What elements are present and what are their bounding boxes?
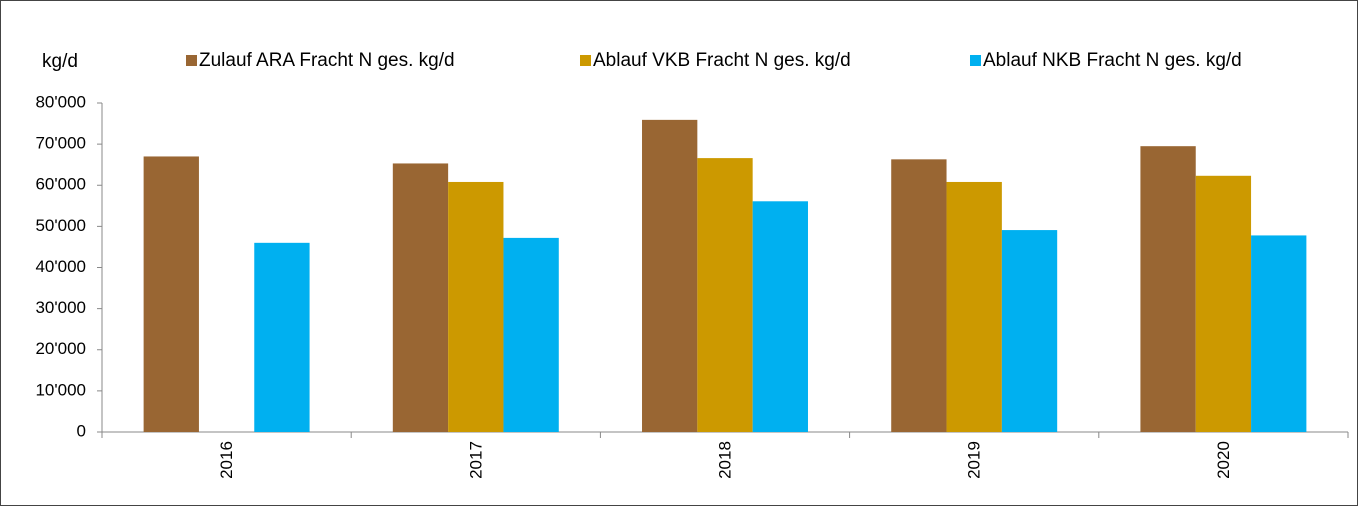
bar (697, 158, 753, 433)
y-tick-label: 20'000 (35, 339, 86, 358)
x-tick-label: 2017 (466, 441, 485, 479)
y-tick-label: 60'000 (35, 175, 86, 194)
y-tick-label: 10'000 (35, 380, 86, 399)
y-tick-label: 0 (77, 421, 86, 440)
x-tick-label: 2016 (217, 441, 236, 479)
bar (143, 156, 199, 432)
legend-swatch (186, 55, 197, 66)
bar (642, 119, 698, 432)
bar (1001, 230, 1058, 432)
bar (1140, 146, 1196, 432)
legend-label: Ablauf NKB Fracht N ges. kg/d (983, 50, 1242, 71)
bar (891, 159, 947, 432)
y-tick-label: 50'000 (35, 216, 86, 235)
bar (1195, 175, 1252, 432)
legend-label: Ablauf VKB Fracht N ges. kg/d (593, 50, 851, 71)
bar (254, 242, 310, 432)
legend-label: Zulauf ARA Fracht N ges. kg/d (199, 50, 455, 71)
y-tick-label: 80'000 (35, 92, 86, 111)
legend-swatch (970, 55, 981, 66)
bar (752, 201, 808, 432)
x-tick-label: 2020 (1214, 441, 1233, 479)
bar (448, 181, 504, 432)
y-tick-label: 40'000 (35, 257, 86, 276)
bar (503, 237, 559, 432)
bar (946, 181, 1002, 432)
bar (392, 163, 449, 433)
legend-swatch (580, 55, 591, 66)
y-axis-label: kg/d (42, 51, 78, 72)
x-tick-label: 2019 (965, 441, 984, 479)
y-tick-label: 30'000 (35, 298, 86, 317)
x-tick-label: 2018 (715, 441, 734, 479)
bar (1251, 235, 1307, 432)
y-tick-label: 70'000 (35, 134, 86, 153)
